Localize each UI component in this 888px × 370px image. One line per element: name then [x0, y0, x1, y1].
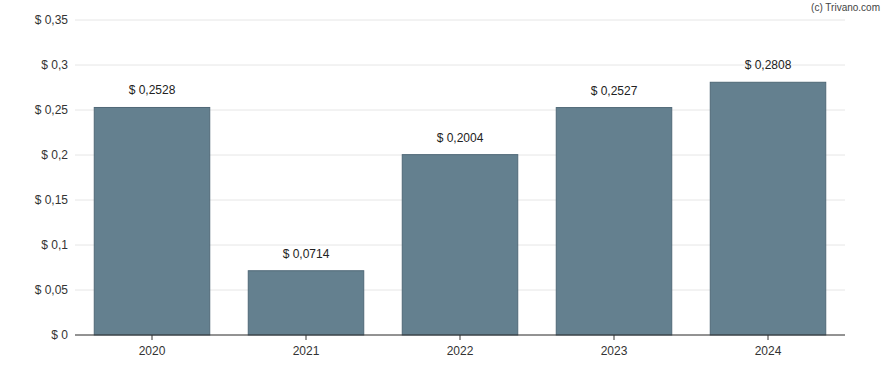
x-tick-label: 2020 [139, 344, 166, 358]
x-tick [460, 335, 461, 340]
y-tick-label: $ 0,25 [35, 103, 69, 117]
x-tick-label: 2024 [755, 344, 782, 358]
y-tick-label: $ 0,35 [35, 13, 69, 27]
grid-line [75, 65, 845, 66]
data-label: $ 0,2527 [591, 84, 638, 98]
bar [248, 271, 364, 335]
y-tick-label: $ 0,2 [41, 148, 68, 162]
y-tick-label: $ 0,15 [35, 193, 69, 207]
annotation: (c) Trivano.com [811, 2, 880, 13]
y-tick-label: $ 0,3 [41, 58, 68, 72]
bar [94, 107, 210, 335]
x-tick [306, 335, 307, 340]
bar [556, 108, 672, 335]
data-label: $ 0,2004 [437, 131, 484, 145]
y-tick-label: $ 0,1 [41, 238, 68, 252]
x-tick [152, 335, 153, 340]
y-tick-label: $ 0,05 [35, 283, 69, 297]
data-label: $ 0,2528 [129, 83, 176, 97]
x-tick-label: 2021 [293, 344, 320, 358]
grid-line [75, 20, 845, 21]
y-tick-label: $ 0 [51, 328, 68, 342]
bar [710, 82, 826, 335]
bar [402, 155, 518, 335]
x-tick [614, 335, 615, 340]
x-tick-label: 2022 [447, 344, 474, 358]
x-tick [768, 335, 769, 340]
data-label: $ 0,0714 [283, 247, 330, 261]
data-label: $ 0,2808 [745, 58, 792, 72]
x-tick-label: 2023 [601, 344, 628, 358]
chart: $ 0 $ 0,05 $ 0,1 $ 0,15 $ 0,2 $ 0,25 $ 0,3 $ 0,… [0, 0, 888, 370]
